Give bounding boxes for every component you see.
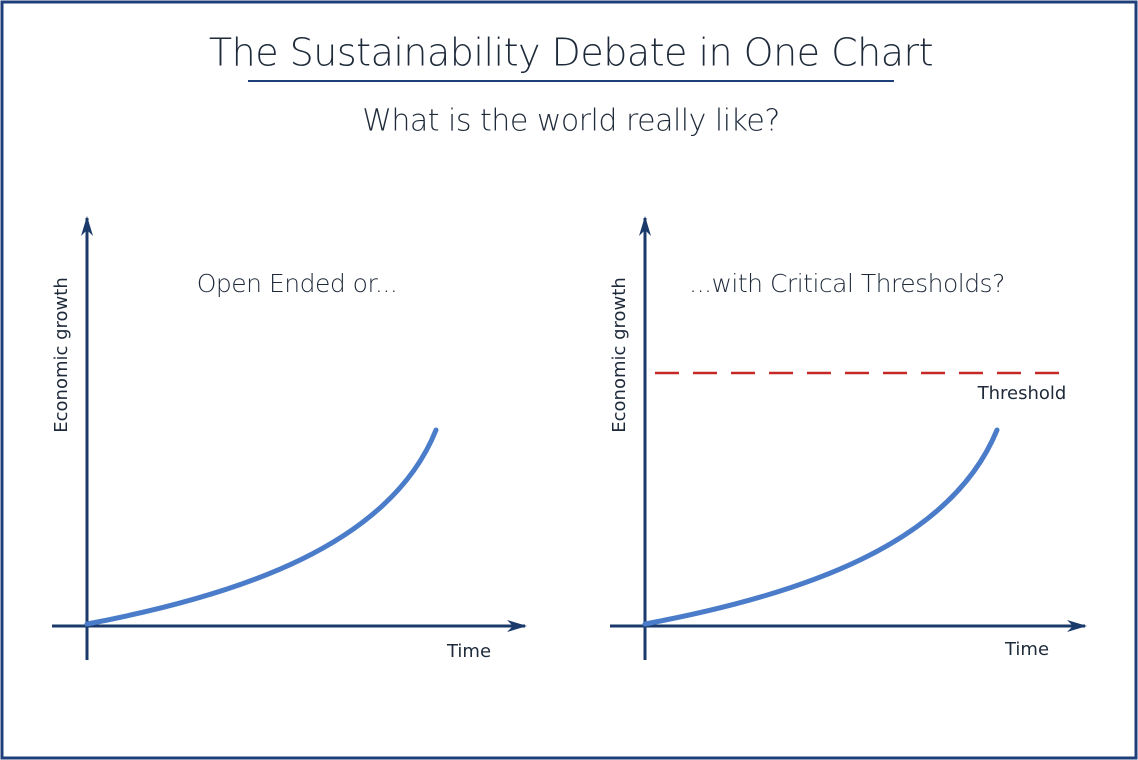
growth-curve <box>642 427 1000 627</box>
subtitle: What is the world really like? <box>362 104 780 139</box>
panel-right: ...with Critical Thresholds? Economic gr… <box>609 216 1087 660</box>
title: The Sustainability Debate in One Chart <box>209 31 933 75</box>
x-axis-label: Time <box>446 641 491 662</box>
panel-left: Open Ended or... Economic growth Time <box>51 216 527 662</box>
y-axis-label: Economic growth <box>51 277 72 433</box>
growth-curve <box>84 427 439 627</box>
x-axis-label: Time <box>1004 639 1049 660</box>
panel-title: Open Ended or... <box>197 269 398 298</box>
y-axis-label: Economic growth <box>609 277 630 433</box>
panel-title: ...with Critical Thresholds? <box>689 269 1005 298</box>
threshold-label: Threshold <box>977 383 1067 404</box>
